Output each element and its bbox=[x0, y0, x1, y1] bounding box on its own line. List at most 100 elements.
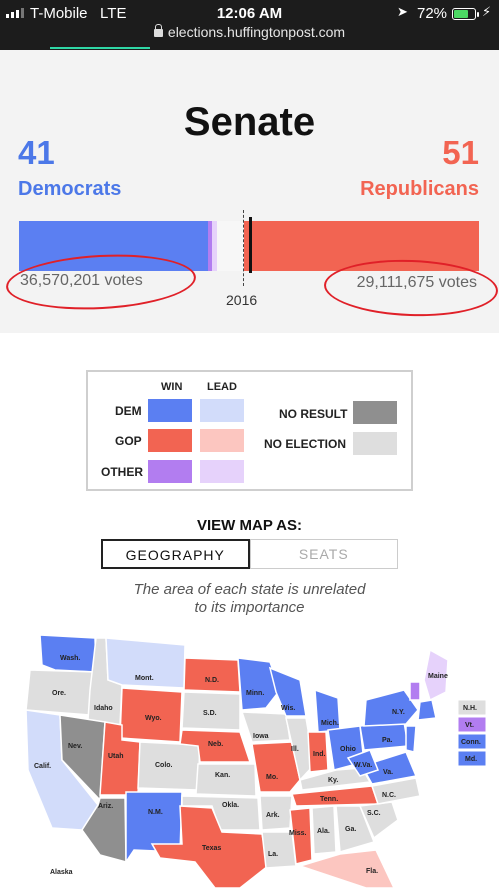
state-ind[interactable] bbox=[307, 731, 329, 773]
state-ky[interactable] bbox=[299, 767, 372, 791]
legend-dem-label: DEM bbox=[115, 404, 142, 418]
label-mich: Mich. bbox=[321, 720, 339, 727]
rep-seat-count: 51 bbox=[442, 134, 479, 171]
label-ga: Ga. bbox=[345, 826, 356, 833]
label-wva: W.Va. bbox=[354, 762, 372, 769]
box-conn[interactable] bbox=[457, 733, 487, 750]
seat-bar bbox=[19, 221, 479, 271]
state-nd[interactable] bbox=[183, 657, 241, 693]
legend-other-lead-swatch bbox=[200, 460, 244, 483]
label-iowa: Iowa bbox=[253, 733, 269, 740]
legend-dem-lead-swatch bbox=[200, 399, 244, 422]
dem-vote-total: 36,570,201 votes bbox=[20, 272, 143, 289]
state-kan[interactable] bbox=[195, 763, 257, 797]
label-md: Md. bbox=[465, 756, 477, 763]
state-ala[interactable] bbox=[311, 805, 337, 855]
state-wash[interactable] bbox=[39, 634, 97, 673]
label-alaska: Alaska bbox=[50, 869, 73, 876]
clock: 12:06 AM bbox=[216, 5, 283, 22]
state-ga[interactable] bbox=[335, 805, 375, 853]
label-va: Va. bbox=[383, 769, 393, 776]
state-sd[interactable] bbox=[181, 691, 241, 731]
rep-party-label: Republicans bbox=[360, 178, 479, 200]
state-iowa[interactable] bbox=[240, 711, 291, 743]
state-va[interactable] bbox=[360, 751, 418, 785]
label-idaho: Idaho bbox=[94, 705, 113, 712]
state-mo[interactable] bbox=[251, 741, 301, 793]
battery-icon bbox=[452, 8, 479, 20]
state-wva[interactable] bbox=[346, 749, 379, 777]
legend-no-election-swatch bbox=[353, 432, 397, 455]
view-map-as-title: VIEW MAP AS: bbox=[196, 517, 302, 534]
state-nc[interactable] bbox=[371, 777, 421, 805]
box-nh[interactable] bbox=[457, 699, 487, 716]
label-nev: Nev. bbox=[68, 743, 82, 750]
year-marker: 2016 bbox=[226, 292, 258, 308]
state-ny[interactable] bbox=[363, 689, 419, 727]
label-nc: N.C. bbox=[382, 792, 396, 799]
us-senate-map: Wash. Ore. Calif. Idaho Nev. Mont. Wyo. … bbox=[25, 634, 487, 888]
dem-party-label: Democrats bbox=[18, 178, 122, 200]
label-sc: S.C. bbox=[367, 810, 381, 817]
label-okla: Okla. bbox=[222, 802, 239, 809]
other-win-segment bbox=[207, 221, 213, 271]
label-maine: Maine bbox=[428, 673, 448, 680]
majority-dashed-line bbox=[243, 210, 244, 286]
state-wis[interactable] bbox=[268, 666, 307, 717]
state-vt-map[interactable] bbox=[409, 681, 421, 701]
state-nj[interactable] bbox=[405, 725, 417, 753]
state-maine[interactable] bbox=[423, 648, 449, 702]
state-neb[interactable] bbox=[179, 729, 252, 763]
map-view-toggle: GEOGRAPHY SEATS bbox=[101, 539, 398, 569]
label-ariz: Ariz. bbox=[98, 803, 113, 810]
label-neb: Neb. bbox=[208, 741, 223, 748]
label-minn: Minn. bbox=[246, 690, 264, 697]
geography-view-button[interactable]: GEOGRAPHY bbox=[101, 539, 250, 569]
state-minn[interactable] bbox=[237, 657, 281, 711]
label-ny: N.Y. bbox=[392, 709, 405, 716]
rep-vote-total: 29,111,675 votes bbox=[356, 274, 477, 291]
map-caption-line-2: to its importance bbox=[194, 599, 305, 616]
state-mont[interactable] bbox=[105, 637, 186, 689]
box-md[interactable] bbox=[457, 750, 487, 767]
label-miss: Miss. bbox=[289, 830, 307, 837]
label-sd: S.D. bbox=[203, 710, 217, 717]
label-ore: Ore. bbox=[52, 690, 66, 697]
state-ne-region[interactable] bbox=[417, 699, 437, 721]
map-legend: WIN LEAD DEM GOP OTHER NO RESULT NO ELEC… bbox=[86, 370, 413, 491]
state-fla[interactable] bbox=[297, 849, 395, 888]
map-caption: The area of each state is unrelated to i… bbox=[0, 581, 499, 617]
label-kan: Kan. bbox=[215, 772, 230, 779]
label-wash: Wash. bbox=[60, 655, 80, 662]
label-tenn: Tenn. bbox=[320, 796, 338, 803]
label-la: La. bbox=[268, 851, 278, 858]
box-vt[interactable] bbox=[457, 716, 487, 733]
label-wis: Wis. bbox=[281, 705, 295, 712]
label-wyo: Wyo. bbox=[145, 715, 162, 722]
state-miss[interactable] bbox=[289, 807, 313, 865]
legend-gop-lead-swatch bbox=[200, 429, 244, 452]
legend-other-label: OTHER bbox=[101, 465, 143, 479]
label-nd: N.D. bbox=[205, 677, 219, 684]
rep-win-segment bbox=[244, 221, 479, 271]
legend-no-election-label: NO ELECTION bbox=[264, 437, 347, 451]
label-ohio: Ohio bbox=[340, 746, 356, 753]
dem-seat-count: 41 bbox=[18, 134, 55, 171]
url-text: elections.huffingtonpost.com bbox=[167, 24, 346, 40]
lock-icon bbox=[153, 24, 163, 37]
battery-percent: 72% bbox=[417, 5, 448, 22]
senate-summary: Senate 41 Democrats 51 Republicans 36,57… bbox=[0, 50, 499, 333]
seats-view-button[interactable]: SEATS bbox=[249, 539, 398, 569]
label-conn: Conn. bbox=[461, 739, 481, 746]
address-bar[interactable]: elections.huffingtonpost.com bbox=[0, 24, 499, 40]
label-nh: N.H. bbox=[463, 705, 477, 712]
legend-win-header: WIN bbox=[161, 381, 183, 393]
state-ariz[interactable] bbox=[81, 797, 127, 863]
status-bar: T-Mobile LTE 12:06 AM ➤ 72% ⚡ elections.… bbox=[0, 0, 499, 50]
state-la[interactable] bbox=[261, 831, 297, 869]
location-arrow-icon: ➤ bbox=[397, 4, 408, 19]
state-ark[interactable] bbox=[259, 795, 293, 831]
state-texas[interactable] bbox=[150, 805, 269, 888]
legend-dem-win-swatch bbox=[148, 399, 192, 422]
legend-gop-label: GOP bbox=[115, 434, 142, 448]
